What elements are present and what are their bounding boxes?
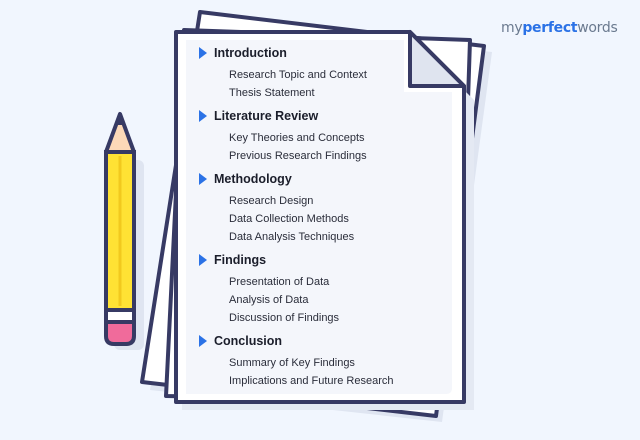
folded-corner: [408, 30, 466, 88]
section-title: Introduction: [214, 46, 287, 60]
section-heading: Conclusion: [199, 332, 429, 350]
play-arrow-icon: [199, 47, 207, 59]
play-arrow-icon: [199, 173, 207, 185]
play-arrow-icon: [199, 254, 207, 266]
subsection-item: Presentation of Data: [229, 276, 330, 288]
subsection-item: Previous Research Findings: [229, 150, 367, 162]
subsection-list: Presentation of Data Analysis of Data Disc…: [229, 273, 429, 327]
subsection-item: Implications and Future Research: [229, 375, 394, 387]
section-title: Literature Review: [214, 109, 319, 123]
subsection-item: Data Analysis Techniques: [229, 231, 355, 243]
play-arrow-icon: [199, 335, 207, 347]
section-heading: Introduction: [199, 44, 429, 62]
outline-section: Methodology Research Design Data Collectio…: [199, 170, 429, 246]
play-arrow-icon: [199, 110, 207, 122]
subsection-list: Key Theories and Concepts Previous Resear…: [229, 129, 429, 165]
subsection-list: Research Design Data Collection Methods Da…: [229, 192, 429, 246]
subsection-item: Key Theories and Concepts: [229, 132, 365, 144]
subsection-list: Summary of Key Findings Implications and …: [229, 354, 429, 390]
subsection-item: Discussion of Findings: [229, 312, 340, 324]
outline-section: Introduction Research Topic and Context Th…: [199, 44, 429, 102]
logo-text-my: my: [501, 20, 523, 36]
subsection-item: Research Design: [229, 195, 314, 207]
section-heading: Methodology: [199, 170, 429, 188]
front-sheet-inner-panel: [186, 40, 452, 394]
research-paper-outline: Introduction Research Topic and Context Th…: [199, 44, 429, 390]
pencil-icon: [104, 112, 136, 346]
subsection-item: Research Topic and Context: [229, 69, 367, 81]
subsection-list: Research Topic and Context Thesis Stateme…: [229, 66, 429, 102]
outline-section: Conclusion Summary of Key Findings Implica…: [199, 332, 429, 390]
section-heading: Findings: [199, 251, 429, 269]
section-title: Conclusion: [214, 334, 283, 348]
outline-section: Literature Review Key Theories and Concep…: [199, 107, 429, 165]
subsection-item: Analysis of Data: [229, 294, 309, 306]
outline-section: Findings Presentation of Data Analysis of …: [199, 251, 429, 327]
logo-text-words: words: [577, 20, 618, 36]
subsection-item: Thesis Statement: [229, 87, 315, 99]
brand-logo: myperfectwords: [501, 20, 618, 36]
logo-text-perfect: perfect: [522, 20, 578, 36]
section-title: Methodology: [214, 172, 292, 186]
section-title: Findings: [214, 253, 267, 267]
subsection-item: Summary of Key Findings: [229, 357, 355, 369]
section-heading: Literature Review: [199, 107, 429, 125]
subsection-item: Data Collection Methods: [229, 213, 349, 225]
